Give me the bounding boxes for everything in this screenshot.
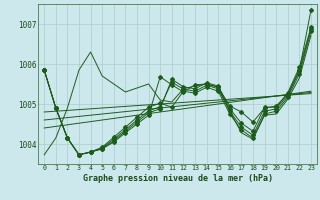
X-axis label: Graphe pression niveau de la mer (hPa): Graphe pression niveau de la mer (hPa): [83, 174, 273, 183]
